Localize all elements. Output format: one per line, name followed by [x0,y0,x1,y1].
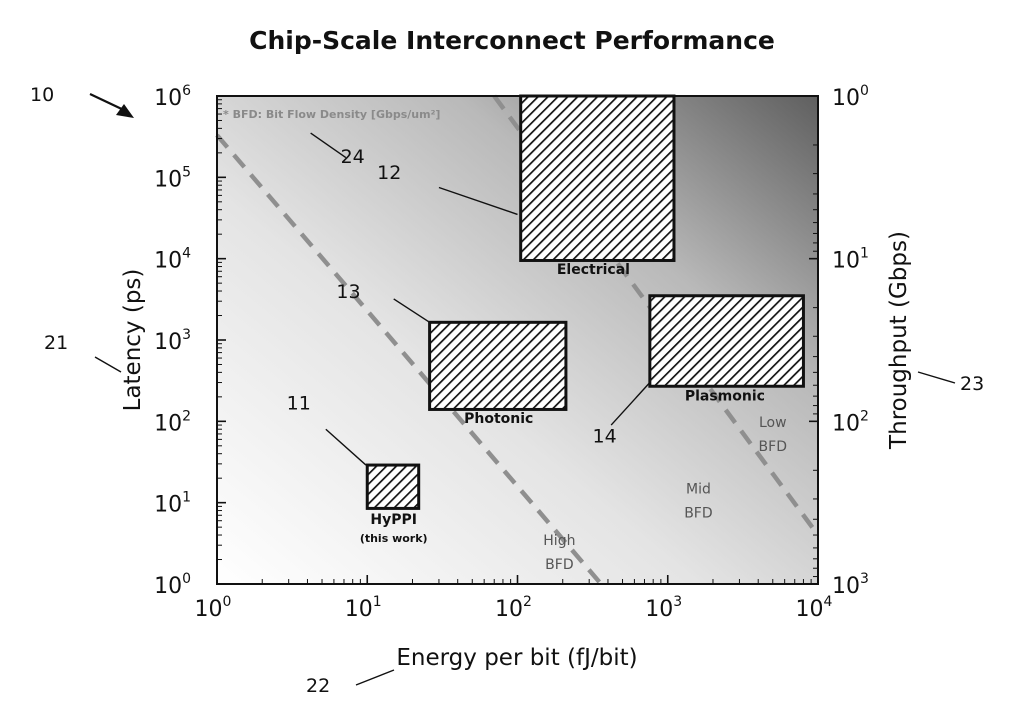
y-tick-label: 104 [154,246,191,274]
region-hyppi [365,463,421,510]
xlabel-ref: 22 [306,675,330,697]
y2label-ref: 23 [960,373,984,395]
y2-tick-label: 100 [832,83,869,111]
region-plasmonic [648,294,805,388]
ylabel-callout: 21 [44,332,122,373]
region-label-plasmonic: Plasmonic [685,389,765,405]
y2label-callout: 23 [917,371,984,395]
region-sublabel: (this work) [360,532,428,545]
y-tick-label: 105 [154,164,191,192]
callout-line-11 [325,428,367,466]
ylabel-ref-line [94,356,122,373]
bfd-label: Low [759,415,787,431]
bfd-label: High [543,533,575,549]
y-tick-label: 102 [154,408,191,436]
y2-tick-label: 102 [832,408,869,436]
chart-title: Chip-Scale Interconnect Performance [249,26,775,55]
xlabel-callout: 22 [306,669,395,697]
callout-ref-11: 11 [287,392,311,414]
bfd-label: Mid [686,481,711,497]
y-axis-label: Latency (ps) [120,269,146,412]
y-tick-label: 101 [154,490,191,518]
regions [365,94,805,510]
x-tick-label: 103 [645,594,682,622]
bfd-label: BFD [759,439,787,455]
callouts: 24 12 13 11 14 [287,132,651,466]
callout-line-13 [393,298,430,323]
figure-arrow-head [116,104,134,118]
callout-line-14 [610,382,651,426]
region-label-hyppi: HyPPI [370,512,417,528]
ylabel-ref: 21 [44,332,68,354]
bfd-dashed-line [215,133,603,586]
y2-tick-label: 103 [832,571,869,599]
x-tick-label: 101 [345,594,382,622]
x-axis-label: Energy per bit (fJ/bit) [396,645,637,671]
y-tick-label: 100 [154,571,191,599]
y-tick-label: 103 [154,327,191,355]
callout-ref-14: 14 [593,425,617,447]
figure-number-callout: 10 [30,84,134,118]
region-photonic [428,320,568,411]
bfd-label: BFD [545,557,573,573]
x-tick-label: 100 [195,594,232,622]
region-electrical [519,94,676,262]
y2label-ref-line [917,371,956,384]
callout-ref-13: 13 [336,281,360,303]
y2-tick-label: 101 [832,246,869,274]
x-tick-label: 102 [495,594,532,622]
callout-ref-24: 24 [341,146,365,168]
callout-line-12 [438,186,518,216]
callout-ref-12: 12 [377,162,401,184]
bfd-note: * BFD: Bit Flow Density [Gbps/um²] [223,108,440,121]
y-tick-label: 106 [154,83,191,111]
chart-annotations: Electrical Photonic Plasmonic HyPPI (this wo… [223,108,787,573]
xlabel-ref-line [355,669,395,686]
figure-number: 10 [30,84,54,106]
x-tick-label: 104 [796,594,833,622]
bfd-label: BFD [684,505,712,521]
region-label-photonic: Photonic [464,411,533,427]
y2-axis-label: Throughput (Gbps) [886,231,912,450]
callout-line-24 [310,132,347,159]
region-label-electrical: Electrical [557,262,630,278]
